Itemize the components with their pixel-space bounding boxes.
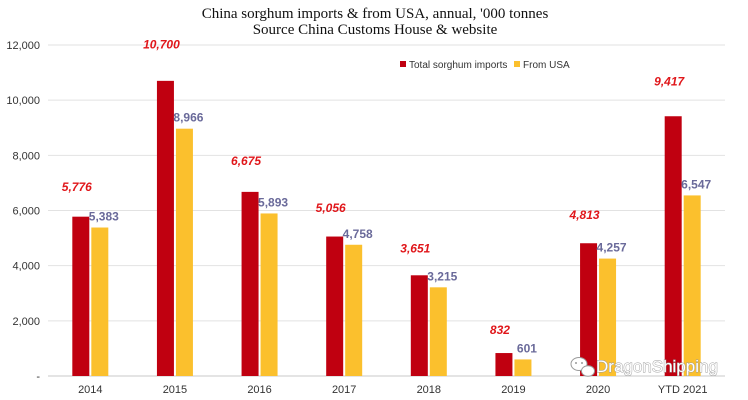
data-label-usa: 3,215 [427,269,457,283]
watermark: DragonShipping [570,357,718,377]
x-tick-label: 2018 [417,384,441,396]
y-tick-label: - [36,371,40,383]
x-axis-ticks: 2014 2015 2016 2017 2018 2019 2020 YTD 2021 [78,384,707,396]
bar-from-usa [91,227,109,376]
x-tick-label: 2017 [332,384,356,396]
data-labels: 5,776 5,383 10,700 8,966 6,675 5,893 5,056 4,75… [62,38,712,356]
bar-total-sorghum-imports [326,236,344,376]
data-label-total: 9,417 [654,75,685,89]
x-tick-label: 2016 [247,384,271,396]
chart-title: China sorghum imports & from USA, annual… [202,6,549,22]
y-axis-ticks: - 2,000 4,000 6,000 8,000 10,000 12,000 [6,40,40,383]
data-label-usa: 4,257 [597,241,627,255]
data-label-usa: 4,758 [343,227,373,241]
bar-total-sorghum-imports [495,353,513,376]
data-label-total: 5,776 [62,180,92,194]
wechat-icon [570,357,595,377]
legend: Total sorghum imports From USA [400,60,570,71]
x-tick-label: 2015 [163,384,187,396]
data-label-usa: 5,383 [89,210,119,224]
data-label-total: 4,813 [569,208,600,222]
y-tick-label: 6,000 [12,206,40,218]
legend-label-total-sorghum-imports: Total sorghum imports [409,60,507,71]
data-label-total: 6,675 [231,154,261,168]
bar-from-usa [514,359,532,376]
chart-subtitle: Source China Customs House & website [253,22,498,38]
data-label-total: 832 [490,323,510,337]
bar-from-usa [683,195,701,376]
data-label-usa: 5,893 [258,195,288,209]
x-tick-label: 2020 [586,384,610,396]
x-tick-label: YTD 2021 [658,384,708,396]
y-tick-label: 12,000 [6,40,40,52]
bar-total-sorghum-imports [156,80,174,376]
legend-swatch-total-sorghum-imports [400,61,406,67]
data-label-total: 3,651 [400,241,430,255]
y-tick-label: 4,000 [12,261,40,273]
bar-from-usa [345,244,363,376]
bars [72,80,701,377]
bar-total-sorghum-imports [580,243,598,376]
bar-total-sorghum-imports [410,275,428,376]
data-label-total: 10,700 [143,38,180,52]
y-tick-label: 2,000 [12,316,40,328]
gridlines [48,44,725,377]
bar-total-sorghum-imports [241,191,259,376]
data-label-usa: 8,966 [173,111,203,125]
y-tick-label: 8,000 [12,150,40,162]
data-label-total: 5,056 [316,201,346,215]
bar-total-sorghum-imports [664,116,682,377]
legend-label-from-usa: From USA [523,60,570,71]
bar-total-sorghum-imports [72,216,90,376]
y-tick-label: 10,000 [6,95,40,107]
legend-swatch-from-usa [514,61,520,67]
data-label-usa: 6,547 [681,177,711,191]
bar-from-usa [175,128,193,376]
x-tick-label: 2019 [501,384,525,396]
watermark-text: DragonShipping [596,357,718,376]
x-tick-label: 2014 [78,384,102,396]
bar-from-usa [260,213,278,376]
bar-from-usa [429,287,447,376]
bar-from-usa [599,258,617,376]
data-label-usa: 601 [517,341,537,355]
